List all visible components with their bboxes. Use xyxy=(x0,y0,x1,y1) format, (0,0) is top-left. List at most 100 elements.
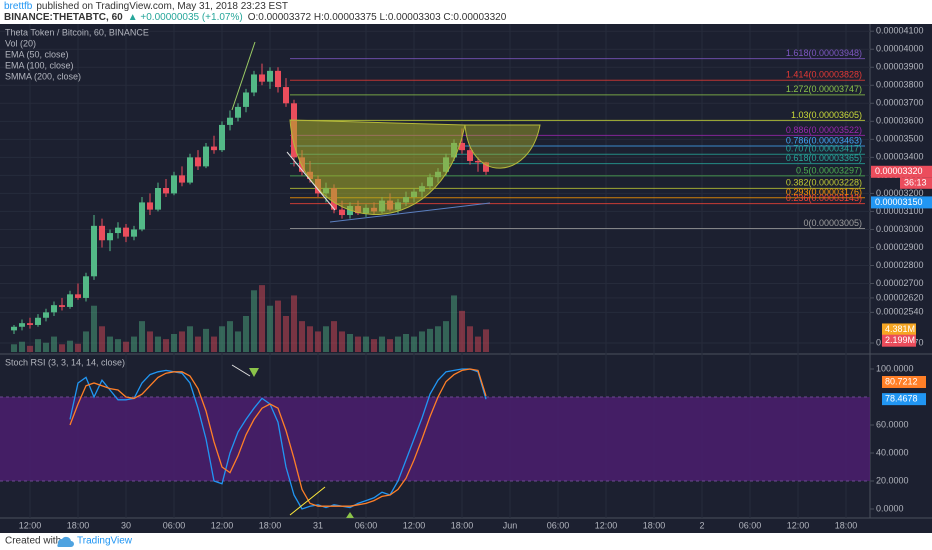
countdown: 36:13 xyxy=(904,178,927,188)
arrow-down xyxy=(249,368,259,377)
stoch-band xyxy=(0,397,870,481)
x-tick-label: 2 xyxy=(699,520,704,530)
volume-bar xyxy=(171,334,177,352)
volume-bar xyxy=(395,336,401,352)
price-label-box xyxy=(871,196,932,209)
trend-line xyxy=(286,151,336,211)
volume-label: 4.381M xyxy=(885,324,915,334)
candle-body xyxy=(155,188,161,210)
candle-body xyxy=(211,146,217,151)
volume-bar xyxy=(35,339,41,352)
volume-bar xyxy=(91,305,97,352)
candle-body xyxy=(59,305,65,307)
candle-body xyxy=(251,74,257,93)
y-tick-label: 0.00002800 xyxy=(876,260,924,270)
candle-body xyxy=(115,227,121,234)
y-tick-label: 0.00003600 xyxy=(876,116,924,126)
y-tick-label: 0.00003500 xyxy=(876,134,924,144)
stoch-value: 80.7212 xyxy=(885,376,918,386)
price-label: 0.00003320 xyxy=(875,166,923,176)
x-tick-label: 06:00 xyxy=(163,520,186,530)
volume-bar xyxy=(459,310,465,352)
candle-body xyxy=(163,188,169,194)
x-tick-label: 06:00 xyxy=(547,520,570,530)
y-tick-label: 0.00004000 xyxy=(876,44,924,54)
volume-bar xyxy=(283,316,289,352)
volume-bar xyxy=(115,339,121,352)
y-tick-label: 0.00002540 xyxy=(876,307,924,317)
volume-bar xyxy=(275,300,281,352)
volume-bar xyxy=(291,295,297,352)
drawings xyxy=(231,41,541,518)
trend-line xyxy=(289,486,326,516)
x-tick-label: 30 xyxy=(121,520,131,530)
candle-body xyxy=(483,162,489,172)
legend-item: EMA (50, close) xyxy=(5,49,69,59)
volume-bar xyxy=(139,321,145,352)
candle-body xyxy=(75,294,81,298)
footer-brand[interactable]: TradingView xyxy=(77,536,133,547)
candle-body xyxy=(283,87,289,104)
price-axis-bg xyxy=(870,24,932,533)
volume-bar xyxy=(155,336,161,352)
volume-bar xyxy=(323,326,329,352)
volume-bar xyxy=(51,336,57,352)
x-tick-label: 12:00 xyxy=(403,520,426,530)
fib-label: 0.236(0.00003143) xyxy=(786,193,862,203)
volume-bar xyxy=(387,339,393,352)
volume-bar xyxy=(195,336,201,352)
footer-created: Created with xyxy=(5,536,61,547)
candle-body xyxy=(19,323,25,327)
volume-bar xyxy=(339,331,345,352)
y-tick-label: 20.0000 xyxy=(876,475,909,485)
fib-label: 1.414(0.00003828) xyxy=(786,70,862,80)
candle-body xyxy=(107,233,113,241)
candle-body xyxy=(67,294,73,307)
x-tick-label: 12:00 xyxy=(211,520,234,530)
countdown-box xyxy=(900,177,932,189)
volume-bar xyxy=(443,321,449,352)
symbol: BINANCE:THETABTC, 60 xyxy=(4,12,123,23)
x-tick-label: 18:00 xyxy=(643,520,666,530)
y-tick-label: 0.00003900 xyxy=(876,62,924,72)
trend-line xyxy=(231,41,256,111)
y-tick-label: 0.00003800 xyxy=(876,80,924,90)
x-tick-label: 18:00 xyxy=(67,520,90,530)
stoch-value: 78.4678 xyxy=(885,394,918,404)
volume-bar xyxy=(435,326,441,352)
fib-label: 0.886(0.00003522) xyxy=(786,125,862,135)
volume-bar xyxy=(483,329,489,352)
author[interactable]: brettfb xyxy=(4,1,33,12)
x-tick-label: 12:00 xyxy=(595,520,618,530)
volume-bar xyxy=(27,345,33,352)
candle-body xyxy=(11,326,17,331)
y-tick-label: 0.00003700 xyxy=(876,98,924,108)
candle-body xyxy=(43,312,49,318)
volume-bar xyxy=(219,326,225,352)
x-tick-label: 12:00 xyxy=(787,520,810,530)
fib-label: 1.618(0.00003948) xyxy=(786,48,862,58)
candle-body xyxy=(27,323,33,325)
x-tick-label: Jun xyxy=(503,520,518,530)
volume-bar xyxy=(123,341,129,352)
y-tick-label: 0.00002620 xyxy=(876,292,924,302)
volume-bar xyxy=(163,339,169,352)
candle-body xyxy=(99,225,105,241)
y-tick-label: 0.00003400 xyxy=(876,152,924,162)
legend-item: Theta Token / Bitcoin, 60, BINANCE xyxy=(5,27,149,37)
candle-body xyxy=(91,225,97,277)
volume-bar xyxy=(363,336,369,352)
volume-bar xyxy=(107,336,113,352)
fib-label: 0.382(0.00003228) xyxy=(786,178,862,188)
header-line1: brettfb published on TradingView.com, May… xyxy=(4,1,288,12)
price-label-box xyxy=(871,165,932,178)
legend-item: SMMA (200, close) xyxy=(5,71,81,81)
legend-item: EMA (100, close) xyxy=(5,60,74,70)
fib-label: 0.707(0.00003417) xyxy=(786,144,862,154)
candle-body xyxy=(243,92,249,107)
volume-bar xyxy=(307,326,313,352)
logo xyxy=(57,536,74,547)
x-tick-label: 06:00 xyxy=(739,520,762,530)
